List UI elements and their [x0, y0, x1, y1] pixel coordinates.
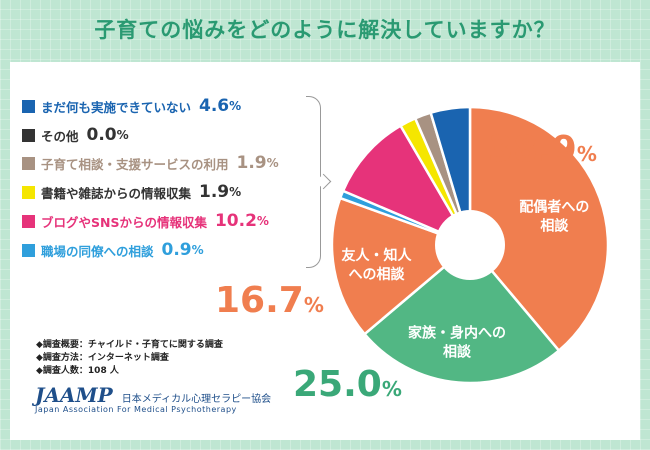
- survey-note-method: ◆調査方法：インターネット調査: [36, 353, 169, 363]
- pie-slice: [429, 105, 472, 246]
- survey-notes: ◆調査概要：チャイルド・子育てに関する調査 ◆調査方法：インターネット調査 ◆調…: [36, 339, 223, 378]
- legend-percent: %: [256, 214, 269, 228]
- legend-percent: %: [191, 243, 204, 257]
- pie-slice: [330, 196, 473, 336]
- big-label-spouse: 38.9%: [488, 129, 597, 170]
- survey-note-overview: ◆調査概要：チャイルド・子育てに関する調査: [36, 340, 223, 350]
- legend-label: 職場の同僚への相談: [41, 243, 154, 259]
- legend-swatch: [22, 128, 35, 142]
- page-title: 子育ての悩みをどのように解決していますか？: [94, 18, 556, 42]
- logo: JAAMP 日本メディカル心理セラピー協会 Japan Association …: [35, 383, 271, 414]
- slice-label-line: 相談: [540, 217, 569, 234]
- legend-value: 0.9: [161, 240, 192, 260]
- pie-slice: [468, 105, 610, 353]
- slice-label-line: 配偶者への: [519, 198, 589, 215]
- legend-item: まだ何も実施できていない 4.6%: [22, 95, 241, 117]
- slice-label-line: 友人・知人: [341, 247, 412, 264]
- legend-swatch: [22, 156, 35, 170]
- slice-label-line: への相談: [348, 266, 405, 283]
- legend-item: 職場の同僚への相談 0.9%: [22, 239, 204, 261]
- legend-swatch: [22, 243, 35, 257]
- legend-label: 書籍や雑誌からの情報収集: [41, 185, 192, 201]
- legend-value: 0.0: [86, 125, 117, 145]
- legend-swatch: [22, 185, 35, 199]
- legend-item: その他 0.0%: [22, 124, 129, 146]
- legend-percent: %: [229, 99, 242, 113]
- legend-swatch: [22, 214, 35, 228]
- legend-label: その他: [41, 128, 79, 144]
- logo-jp: 日本メディカル心理セラピー協会: [121, 394, 272, 405]
- legend-item: 子育て相談・支援サービスの利用 1.9%: [22, 152, 279, 174]
- pie-slice: [362, 243, 561, 385]
- legend-percent: %: [229, 185, 242, 199]
- legend-swatch: [22, 99, 35, 113]
- logo-en: Japan Association For Medical Psychother…: [35, 405, 237, 414]
- slice-label: 家族・身内への相談: [408, 325, 506, 361]
- legend-percent: %: [116, 128, 129, 142]
- legend-item: ブログやSNSからの情報収集 10.2%: [22, 210, 269, 232]
- big-label-family: 25.0%: [293, 364, 402, 405]
- legend-percent: %: [266, 156, 279, 170]
- big-label-friends: 16.7%: [215, 280, 324, 321]
- slice-label: 配偶者への相談: [519, 198, 589, 234]
- legend-item: 書籍や雑誌からの情報収集 1.9%: [22, 181, 241, 203]
- legend-label: ブログやSNSからの情報収集: [41, 214, 207, 230]
- legend-label: まだ何も実施できていない: [41, 99, 192, 115]
- slice-label-line: 相談: [443, 344, 472, 361]
- pie-center-hole: [435, 210, 505, 280]
- legend-label: 子育て相談・支援サービスの利用: [41, 156, 229, 172]
- slice-label: 友人・知人への相談: [341, 247, 412, 283]
- pie-slice: [341, 124, 473, 248]
- legend-value: 10.2: [214, 211, 257, 231]
- survey-note-count: ◆調査人数：108 人: [36, 366, 119, 376]
- legend-value: 4.6: [199, 96, 230, 116]
- slice-label-line: 家族・身内への: [408, 325, 506, 342]
- legend-value: 1.9: [199, 182, 230, 202]
- logo-main: JAAMP: [35, 383, 113, 407]
- legend-value: 1.9: [236, 153, 267, 173]
